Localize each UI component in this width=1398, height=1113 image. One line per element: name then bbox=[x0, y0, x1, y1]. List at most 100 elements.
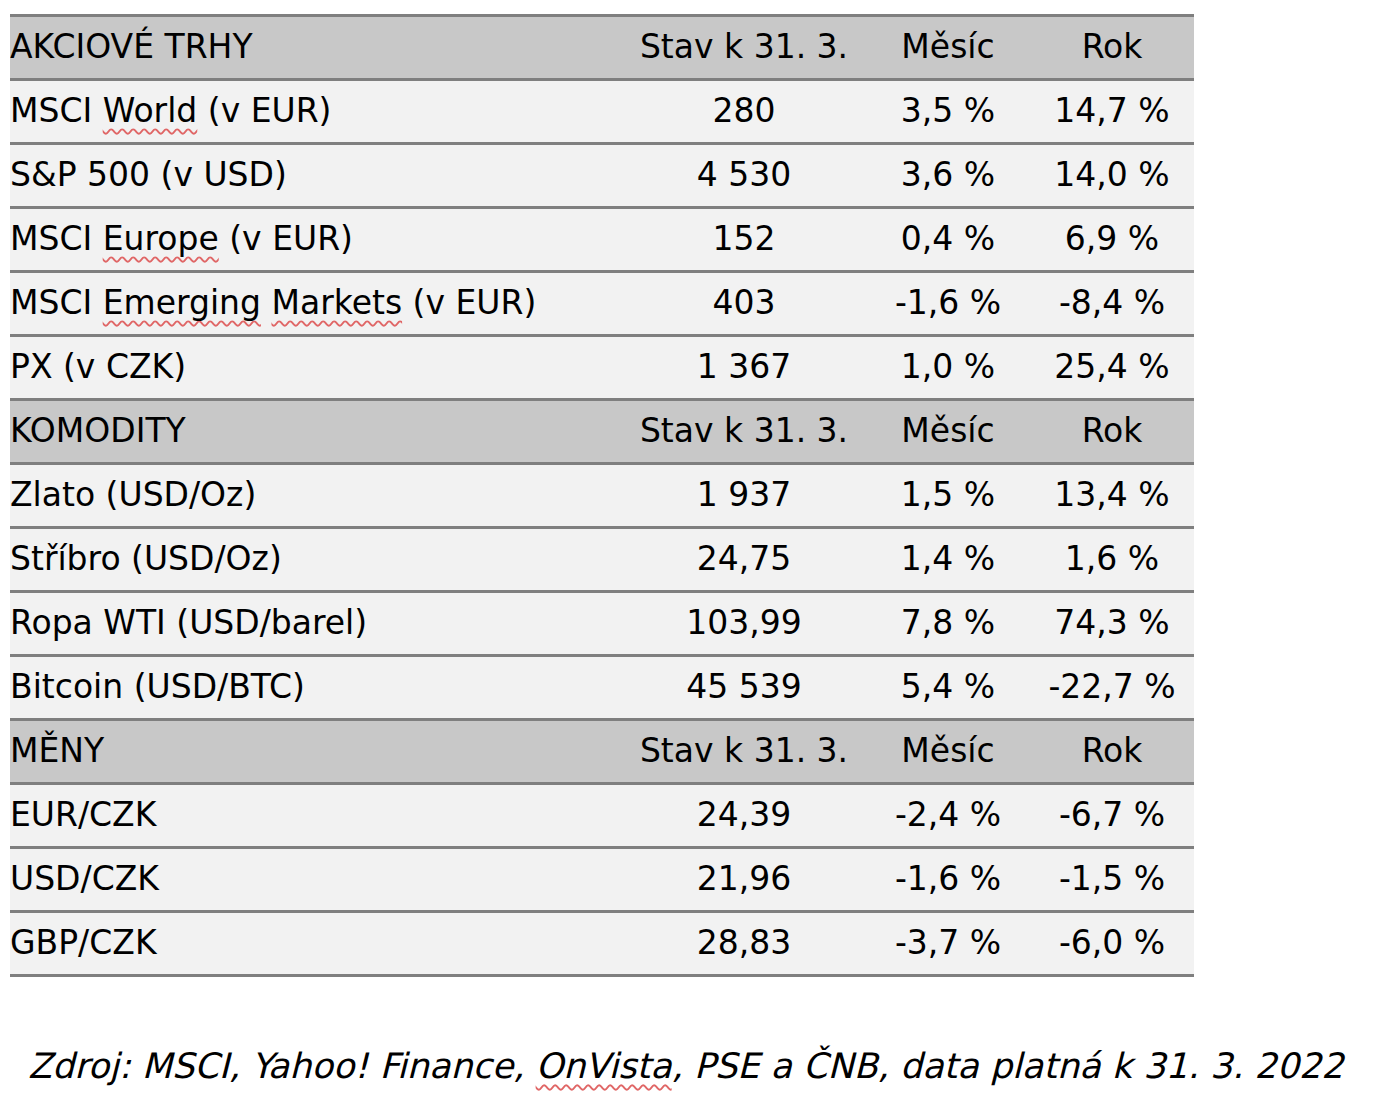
row-label-text: S&P 500 (v USD) bbox=[10, 155, 287, 194]
month-change-cell: 5,4 % bbox=[866, 656, 1030, 720]
month-change-cell: -3,7 % bbox=[866, 912, 1030, 976]
value-cell: 21,96 bbox=[622, 848, 866, 912]
value-cell: 45 539 bbox=[622, 656, 866, 720]
table-row: MSCI World (v EUR)2803,5 %14,7 % bbox=[10, 80, 1194, 144]
row-label-text: (v EUR) bbox=[402, 283, 536, 322]
year-change-cell: -22,7 % bbox=[1030, 656, 1194, 720]
table-row: USD/CZK 21,96-1,6 %-1,5 % bbox=[10, 848, 1194, 912]
month-change-cell: -1,6 % bbox=[866, 848, 1030, 912]
row-label-text: Ropa WTI (USD/barel) bbox=[10, 603, 367, 642]
row-label-text: GBP/CZK bbox=[10, 923, 157, 962]
year-change-cell: 14,7 % bbox=[1030, 80, 1194, 144]
month-change-cell: -1,6 % bbox=[866, 272, 1030, 336]
row-label-cell: Stříbro (USD/Oz) bbox=[10, 528, 622, 592]
year-change-cell: 13,4 % bbox=[1030, 464, 1194, 528]
row-label-cell: MSCI Europe (v EUR) bbox=[10, 208, 622, 272]
month-change-cell: -2,4 % bbox=[866, 784, 1030, 848]
row-label-text: Bitcoin (USD/BTC) bbox=[10, 667, 305, 706]
section-title: KOMODITY bbox=[10, 400, 622, 464]
value-cell: 4 530 bbox=[622, 144, 866, 208]
row-label-text: Stříbro (USD/Oz) bbox=[10, 539, 282, 578]
row-label-text bbox=[261, 283, 272, 322]
row-label-cell: MSCI Emerging Markets (v EUR) bbox=[10, 272, 622, 336]
row-label-cell: USD/CZK bbox=[10, 848, 622, 912]
row-label-text: MSCI bbox=[10, 91, 103, 130]
year-change-cell: 6,9 % bbox=[1030, 208, 1194, 272]
value-cell: 1 367 bbox=[622, 336, 866, 400]
row-label-cell: S&P 500 (v USD) bbox=[10, 144, 622, 208]
row-label-cell: PX (v CZK) bbox=[10, 336, 622, 400]
value-cell: 280 bbox=[622, 80, 866, 144]
value-cell: 28,83 bbox=[622, 912, 866, 976]
value-cell: 152 bbox=[622, 208, 866, 272]
row-label-cell: MSCI World (v EUR) bbox=[10, 80, 622, 144]
source-note-text: Zdroj: MSCI, Yahoo! Finance, bbox=[28, 1046, 536, 1086]
year-change-cell: -6,7 % bbox=[1030, 784, 1194, 848]
row-label-text: EUR/CZK bbox=[10, 795, 156, 834]
month-change-cell: 0,4 % bbox=[866, 208, 1030, 272]
row-label-cell: GBP/CZK bbox=[10, 912, 622, 976]
month-change-cell: 1,4 % bbox=[866, 528, 1030, 592]
year-change-cell: 14,0 % bbox=[1030, 144, 1194, 208]
misspelled-word: OnVista bbox=[536, 1046, 672, 1086]
table-row: Stříbro (USD/Oz) 24,751,4 %1,6 % bbox=[10, 528, 1194, 592]
value-cell: 24,39 bbox=[622, 784, 866, 848]
row-label-text: PX (v CZK) bbox=[10, 347, 186, 386]
value-cell: 1 937 bbox=[622, 464, 866, 528]
section-header-row: KOMODITYStav k 31. 3.MěsícRok bbox=[10, 400, 1194, 464]
column-header-month: Měsíc bbox=[866, 16, 1030, 80]
row-label-cell: Ropa WTI (USD/barel) bbox=[10, 592, 622, 656]
year-change-cell: 25,4 % bbox=[1030, 336, 1194, 400]
table-row: MSCI Emerging Markets (v EUR)403-1,6 %-8… bbox=[10, 272, 1194, 336]
row-label-text: (v EUR) bbox=[219, 219, 353, 258]
row-label-text: (v EUR) bbox=[197, 91, 331, 130]
month-change-cell: 3,5 % bbox=[866, 80, 1030, 144]
column-header-month: Měsíc bbox=[866, 400, 1030, 464]
column-header-year: Rok bbox=[1030, 16, 1194, 80]
column-header-year: Rok bbox=[1030, 720, 1194, 784]
table-row: MSCI Europe (v EUR)1520,4 %6,9 % bbox=[10, 208, 1194, 272]
source-note: Zdroj: MSCI, Yahoo! Finance, OnVista, PS… bbox=[28, 1046, 1344, 1086]
row-label-text: Zlato (USD/Oz) bbox=[10, 475, 256, 514]
value-cell: 24,75 bbox=[622, 528, 866, 592]
row-label-cell: Zlato (USD/Oz) bbox=[10, 464, 622, 528]
value-cell: 403 bbox=[622, 272, 866, 336]
table-row: Ropa WTI (USD/barel) 103,997,8 %74,3 % bbox=[10, 592, 1194, 656]
month-change-cell: 3,6 % bbox=[866, 144, 1030, 208]
table-row: Bitcoin (USD/BTC) 45 5395,4 %-22,7 % bbox=[10, 656, 1194, 720]
year-change-cell: -6,0 % bbox=[1030, 912, 1194, 976]
table-row: Zlato (USD/Oz) 1 9371,5 %13,4 % bbox=[10, 464, 1194, 528]
column-header-value: Stav k 31. 3. bbox=[622, 16, 866, 80]
column-header-value: Stav k 31. 3. bbox=[622, 400, 866, 464]
year-change-cell: 1,6 % bbox=[1030, 528, 1194, 592]
misspelled-word: Europe bbox=[103, 219, 219, 258]
market-table: AKCIOVÉ TRHYStav k 31. 3.MěsícRokMSCI Wo… bbox=[10, 14, 1194, 977]
source-note-text: , PSE a ČNB, data platná k 31. 3. 2022 bbox=[672, 1046, 1344, 1086]
year-change-cell: -8,4 % bbox=[1030, 272, 1194, 336]
table-row: PX (v CZK) 1 3671,0 %25,4 % bbox=[10, 336, 1194, 400]
year-change-cell: 74,3 % bbox=[1030, 592, 1194, 656]
month-change-cell: 1,5 % bbox=[866, 464, 1030, 528]
misspelled-word: Emerging bbox=[103, 283, 261, 322]
month-change-cell: 1,0 % bbox=[866, 336, 1030, 400]
column-header-year: Rok bbox=[1030, 400, 1194, 464]
misspelled-word: Markets bbox=[271, 283, 402, 322]
row-label-cell: Bitcoin (USD/BTC) bbox=[10, 656, 622, 720]
section-title: MĚNY bbox=[10, 720, 622, 784]
market-table-body: AKCIOVÉ TRHYStav k 31. 3.MěsícRokMSCI Wo… bbox=[10, 16, 1194, 976]
value-cell: 103,99 bbox=[622, 592, 866, 656]
misspelled-word: World bbox=[103, 91, 198, 130]
column-header-value: Stav k 31. 3. bbox=[622, 720, 866, 784]
table-row: GBP/CZK 28,83-3,7 %-6,0 % bbox=[10, 912, 1194, 976]
month-change-cell: 7,8 % bbox=[866, 592, 1030, 656]
year-change-cell: -1,5 % bbox=[1030, 848, 1194, 912]
market-overview-document: AKCIOVÉ TRHYStav k 31. 3.MěsícRokMSCI Wo… bbox=[0, 0, 1398, 1113]
column-header-month: Měsíc bbox=[866, 720, 1030, 784]
table-row: S&P 500 (v USD) 4 5303,6 %14,0 % bbox=[10, 144, 1194, 208]
section-header-row: AKCIOVÉ TRHYStav k 31. 3.MěsícRok bbox=[10, 16, 1194, 80]
section-title: AKCIOVÉ TRHY bbox=[10, 16, 622, 80]
section-header-row: MĚNYStav k 31. 3.MěsícRok bbox=[10, 720, 1194, 784]
row-label-cell: EUR/CZK bbox=[10, 784, 622, 848]
row-label-text: MSCI bbox=[10, 219, 103, 258]
row-label-text: USD/CZK bbox=[10, 859, 159, 898]
